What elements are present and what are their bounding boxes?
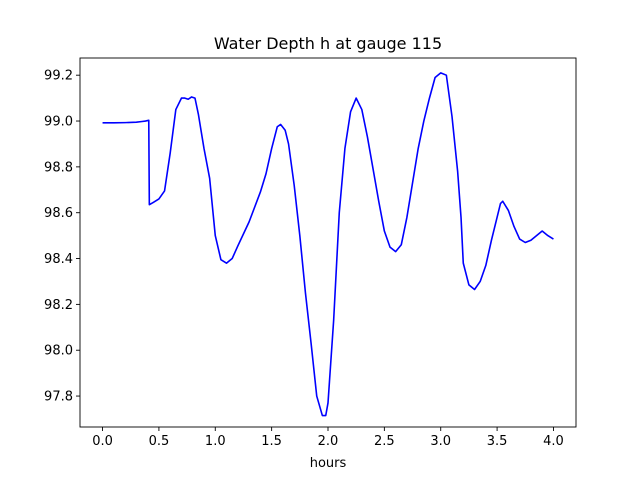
data-series-line bbox=[102, 72, 554, 417]
x-tick-label: 0.0 bbox=[92, 434, 113, 449]
x-tick-label: 4.0 bbox=[543, 434, 564, 449]
y-tick-label: 98.2 bbox=[44, 298, 73, 313]
x-tick-label: 3.0 bbox=[430, 434, 451, 449]
x-tick-label: 3.5 bbox=[487, 434, 508, 449]
plot-frame bbox=[79, 57, 577, 428]
x-tick-label: 2.0 bbox=[318, 434, 339, 449]
x-tick-label: 2.5 bbox=[374, 434, 395, 449]
y-tick-label: 98.4 bbox=[44, 252, 73, 267]
axis-ticks: 0.0 0.5 1.0 1.5 2.0 2.5 3.0 3.5 4.0 97.8 98.0 98.2 9… bbox=[44, 69, 564, 449]
chart-title: Water Depth h at gauge 115 bbox=[214, 34, 442, 53]
plot-area bbox=[80, 58, 576, 427]
y-tick-label: 97.8 bbox=[44, 390, 73, 405]
y-tick-label: 99.2 bbox=[44, 69, 73, 84]
x-tick-label: 1.5 bbox=[261, 434, 282, 449]
y-tick-label: 98.8 bbox=[44, 160, 73, 175]
x-axis-label: hours bbox=[310, 456, 347, 471]
y-tick-label: 98.6 bbox=[44, 206, 73, 221]
x-tick-label: 1.0 bbox=[205, 434, 226, 449]
y-tick-label: 99.0 bbox=[44, 115, 73, 130]
x-tick-label: 0.5 bbox=[149, 434, 170, 449]
y-tick-label: 98.0 bbox=[44, 344, 73, 359]
